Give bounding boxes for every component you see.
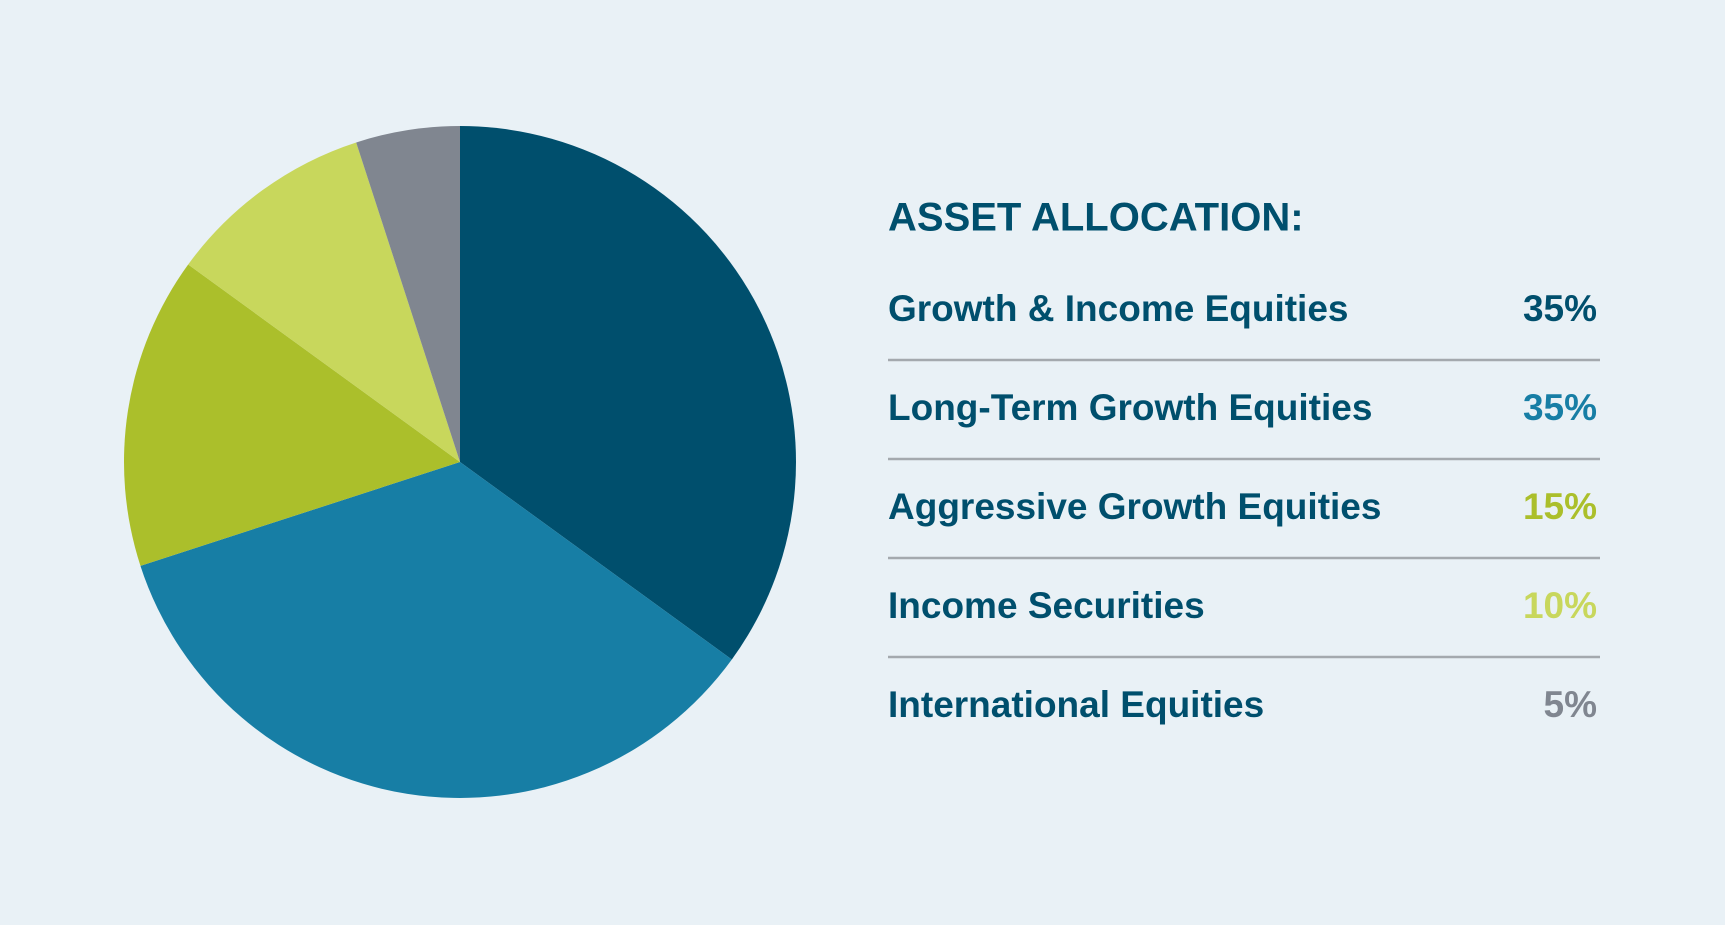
pie-slice [124,264,460,566]
legend-label: Growth & Income Equities [888,288,1349,329]
legend-label: International Equities [888,684,1264,725]
value-label: 35% [1523,387,1597,428]
pie-slice [460,126,796,660]
chart-title: ASSET ALLOCATION: [888,196,1304,240]
value-label: 35% [1523,288,1597,329]
legend-label: Long-Term Growth Equities [888,387,1372,428]
value-label: 10% [1523,585,1597,626]
pie-slice [188,142,460,462]
value-label: 5% [1544,684,1597,725]
legend-label: Income Securities [888,585,1205,626]
value-label: 15% [1523,486,1597,527]
legend-label: Aggressive Growth Equities [888,486,1381,527]
pie-slice [356,126,460,462]
pie-slice [140,462,732,798]
